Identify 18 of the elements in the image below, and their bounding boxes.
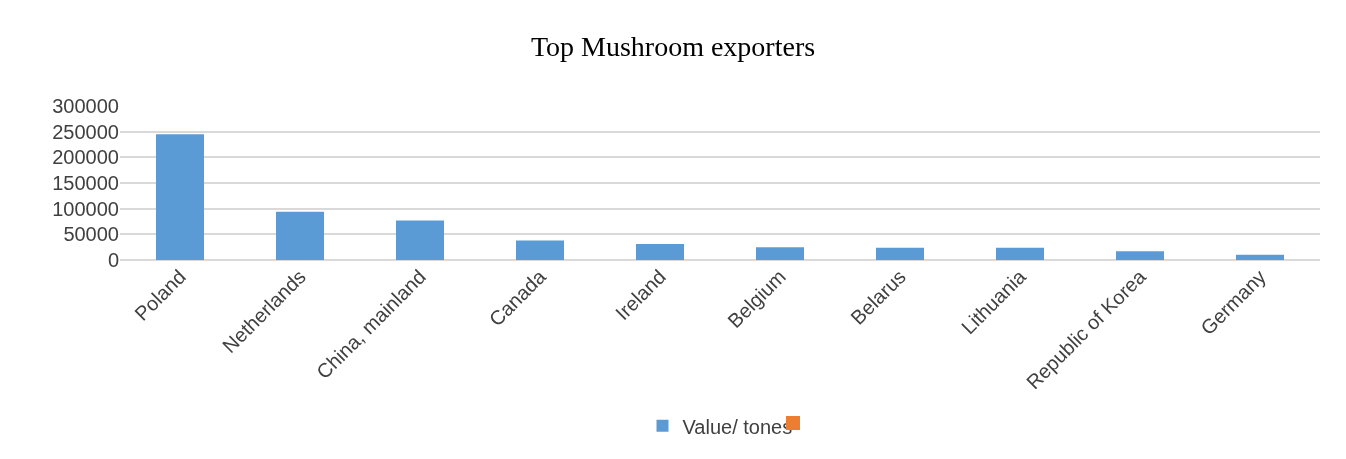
y-tick-label: 200000 <box>52 146 119 169</box>
bar <box>1116 251 1164 260</box>
bar <box>636 244 684 260</box>
bar <box>1236 254 1284 260</box>
bar <box>756 247 804 260</box>
y-tick-label: 100000 <box>52 197 119 220</box>
bar <box>516 240 564 260</box>
bar <box>396 220 444 260</box>
y-tick-label: 0 <box>107 249 119 271</box>
bar <box>876 247 924 260</box>
bar <box>156 134 204 260</box>
bar <box>996 247 1044 260</box>
chart-title: Top Mushroom exporters <box>530 30 816 62</box>
y-tick-label: 150000 <box>52 172 119 194</box>
y-tick-label: 250000 <box>52 120 119 143</box>
y-tick-label: 300000 <box>52 95 119 117</box>
y-tick-label: 50000 <box>63 223 119 246</box>
bar <box>276 211 324 260</box>
